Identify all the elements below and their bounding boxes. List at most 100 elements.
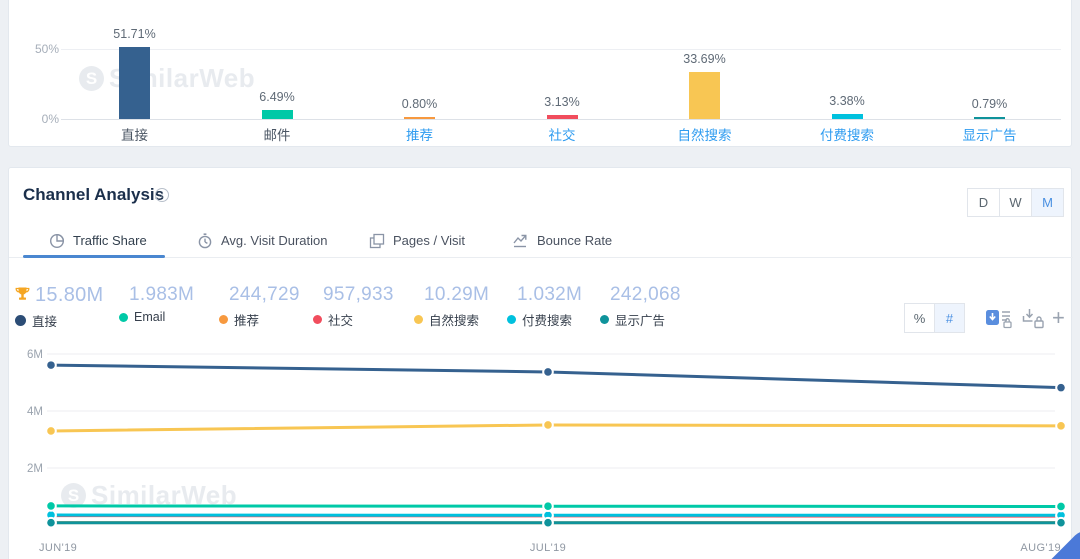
legend-label: Email xyxy=(134,310,166,324)
data-point-Email xyxy=(542,500,554,512)
legend-item-推荐[interactable]: 244,729 推荐 xyxy=(219,284,300,329)
data-point-自然搜索 xyxy=(542,419,554,431)
granularity-month-button[interactable]: M xyxy=(1031,188,1064,217)
legend-item-Email[interactable]: 1.983M Email xyxy=(119,284,194,324)
bar-category-label[interactable]: 社交 xyxy=(548,128,576,143)
bar-ytick-50: 50% xyxy=(34,42,59,56)
series-line-Email xyxy=(50,504,1062,508)
granularity-day-button[interactable]: D xyxy=(967,188,1000,217)
legend-dot xyxy=(600,315,609,324)
bar-ytick-0: 0% xyxy=(41,112,59,126)
xtick-jun19: JUN'19 xyxy=(39,542,78,554)
line-chart-ytick: 2M xyxy=(27,463,43,475)
series-line-自然搜索 xyxy=(50,423,1062,433)
legend-item-社交[interactable]: 957,933 社交 xyxy=(313,284,394,329)
bar-邮件 xyxy=(261,109,293,119)
legend-item-自然搜索[interactable]: 10.29M 自然搜索 xyxy=(414,284,489,329)
active-tab-underline xyxy=(23,255,165,258)
export-to-list-icon[interactable] xyxy=(986,307,1013,334)
data-point-直接 xyxy=(45,359,57,371)
tab-avg-visit-duration[interactable]: Avg. Visit Duration xyxy=(197,223,327,258)
legend-label: 显示广告 xyxy=(615,314,666,328)
bar-value-label: 0.79% xyxy=(971,97,1008,111)
number-toggle-button[interactable]: # xyxy=(934,303,965,333)
bar-category-label: 直接 xyxy=(121,128,148,143)
stopwatch-icon xyxy=(197,232,213,249)
traffic-share-bar-card: S SimilarWeb 50% 0% 51.71% 直接 6.49% 邮件 0.80%… xyxy=(8,0,1072,147)
axis-baseline xyxy=(61,119,1061,120)
tab-label: Bounce Rate xyxy=(537,233,613,248)
bar-category-label[interactable]: 付费搜索 xyxy=(820,128,874,143)
legend-label: 直接 xyxy=(32,315,58,329)
bounce-arrow-icon xyxy=(512,233,529,249)
data-point-显示广告 xyxy=(542,516,554,529)
data-point-直接 xyxy=(1055,381,1067,394)
legend-label: 自然搜索 xyxy=(429,314,480,328)
legend-value: 10.29M xyxy=(424,284,490,305)
bar-category-label: 邮件 xyxy=(263,128,291,143)
legend-item-显示广告[interactable]: 242,068 显示广告 xyxy=(600,284,681,329)
bar-value-label: 33.69% xyxy=(683,51,726,66)
data-point-自然搜索 xyxy=(1055,420,1067,432)
bar-category-label[interactable]: 显示广告 xyxy=(962,128,1017,143)
legend-value: 15.80M xyxy=(35,284,104,306)
download-locked-icon[interactable] xyxy=(1022,307,1046,334)
data-point-自然搜索 xyxy=(45,425,57,437)
xtick-jul19: JUL'19 xyxy=(529,542,567,554)
legend-dot xyxy=(119,312,128,322)
bar-value-label: 3.13% xyxy=(544,94,580,109)
bar-直接 xyxy=(119,46,150,119)
legend-value: 1.032M xyxy=(517,284,583,305)
bar-category-label[interactable]: 推荐 xyxy=(406,128,433,143)
tab-bounce-rate[interactable]: Bounce Rate xyxy=(512,223,612,258)
bar-value-label: 3.38% xyxy=(829,94,865,109)
similarweb-logo-icon: S xyxy=(79,66,104,91)
legend-value: 957,933 xyxy=(323,284,394,305)
tab-pages-visit[interactable]: Pages / Visit xyxy=(369,223,465,258)
gridline-50pct xyxy=(61,49,1061,50)
pie-chart-icon xyxy=(49,233,65,249)
info-icon[interactable]: i xyxy=(155,188,169,202)
legend-value: 244,729 xyxy=(229,284,300,305)
channel-analysis-card: Channel Analysis i D W M Traffic Share A… xyxy=(8,167,1073,559)
legend-dot xyxy=(313,315,322,324)
bar-显示广告 xyxy=(974,117,1005,119)
metric-tabs: Traffic Share Avg. Visit Duration Pages … xyxy=(9,223,1073,258)
legend-value: 1.983M xyxy=(129,284,195,305)
bar-value-label: 51.71% xyxy=(113,26,156,41)
data-point-显示广告 xyxy=(1055,516,1067,529)
legend-item-直接[interactable]: 15.80M 直接 xyxy=(15,284,104,330)
trophy-icon xyxy=(15,286,30,307)
legend-dot xyxy=(507,315,516,324)
legend-label: 付费搜索 xyxy=(522,314,573,328)
add-icon[interactable]: + xyxy=(1052,305,1065,330)
legend-label: 社交 xyxy=(328,314,354,328)
tab-label: Traffic Share xyxy=(73,233,147,248)
legend-item-付费搜索[interactable]: 1.032M 付费搜索 xyxy=(507,284,582,329)
bar-value-label: 6.49% xyxy=(259,89,295,104)
traffic-line-chart: 6M 4M 2M xyxy=(27,349,1067,529)
bar-category-label[interactable]: 自然搜索 xyxy=(677,128,732,143)
legend-dot xyxy=(219,315,228,324)
bar-value-label: 0.80% xyxy=(401,97,438,111)
bar-社交 xyxy=(546,114,578,119)
bar-自然搜索 xyxy=(689,71,720,119)
legend-value: 242,068 xyxy=(610,284,681,305)
unit-toggle: % # xyxy=(904,303,965,333)
tab-traffic-share[interactable]: Traffic Share xyxy=(49,223,147,258)
percent-toggle-button[interactable]: % xyxy=(904,303,935,333)
line-chart-ytick: 6M xyxy=(27,349,43,361)
line-chart-ytick: 4M xyxy=(27,406,43,418)
data-point-Email xyxy=(1055,500,1067,513)
data-point-显示广告 xyxy=(45,516,57,529)
legend-dot xyxy=(15,315,26,326)
tab-label: Pages / Visit xyxy=(393,233,466,248)
granularity-week-button[interactable]: W xyxy=(999,188,1032,217)
legend-dot xyxy=(414,315,423,324)
section-title: Channel Analysis xyxy=(23,185,165,204)
bar-付费搜索 xyxy=(831,114,863,119)
xtick-aug19: AUG'19 xyxy=(1020,542,1061,554)
granularity-toggle: D W M xyxy=(967,188,1064,217)
bar-推荐 xyxy=(404,117,435,119)
